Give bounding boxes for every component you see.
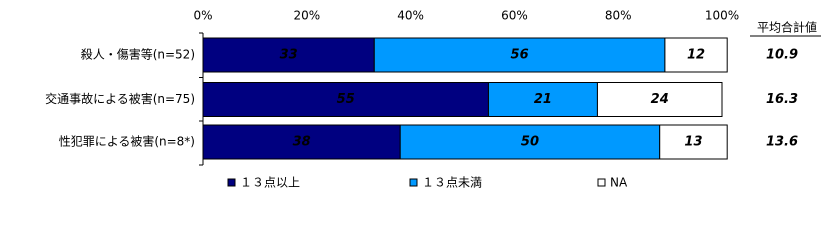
average-value: 10.9 [766, 48, 798, 63]
chart: 平均合計値 0% 20% 40% 60% 80% 100% 殺人・傷害等(n=52) 33 56… [45, 9, 821, 190]
average-title: 平均合計値 [757, 20, 817, 35]
legend-swatch [409, 178, 418, 187]
legend-label: １３点以上 [240, 176, 300, 190]
data-label: 56 [511, 48, 529, 63]
bar-segment [487, 82, 598, 117]
x-tick-label: 20% [293, 9, 320, 23]
bar-segment [399, 124, 661, 160]
bar-segment [202, 37, 375, 73]
average-value: 16.3 [766, 92, 798, 107]
bar-segment [659, 124, 728, 160]
data-label: 33 [280, 48, 298, 63]
bar-segment [596, 82, 723, 117]
bar-segment [202, 82, 489, 117]
x-tick-label: 80% [605, 9, 632, 23]
category-label: 性犯罪による被害(n=8*) [59, 134, 195, 149]
data-label: 21 [534, 92, 552, 107]
data-label: 12 [687, 48, 705, 63]
category-label: 交通事故による被害(n=75) [45, 91, 195, 106]
bar-segment [664, 37, 728, 73]
category-label: 殺人・傷害等(n=52) [81, 47, 195, 62]
x-tick-label: 40% [397, 9, 424, 23]
data-label: 24 [651, 92, 669, 107]
data-label: 38 [293, 135, 311, 150]
data-label: 13 [684, 135, 702, 150]
page: 平均合計値 0% 20% 40% 60% 80% 100% 殺人・傷害等(n=52) 33 56… [45, 8, 821, 190]
x-tick-label: 100% [705, 9, 739, 23]
data-label: 50 [521, 135, 539, 150]
x-tick-label: 0% [193, 9, 212, 23]
x-tick-label: 60% [501, 9, 528, 23]
average-value: 13.6 [766, 135, 798, 150]
legend-swatch [227, 178, 236, 187]
legend-label: １３点未満 [422, 176, 482, 190]
data-label: 55 [337, 92, 355, 107]
legend-label: NA [610, 176, 628, 190]
bar-segment [202, 124, 401, 160]
legend-swatch [597, 178, 606, 187]
